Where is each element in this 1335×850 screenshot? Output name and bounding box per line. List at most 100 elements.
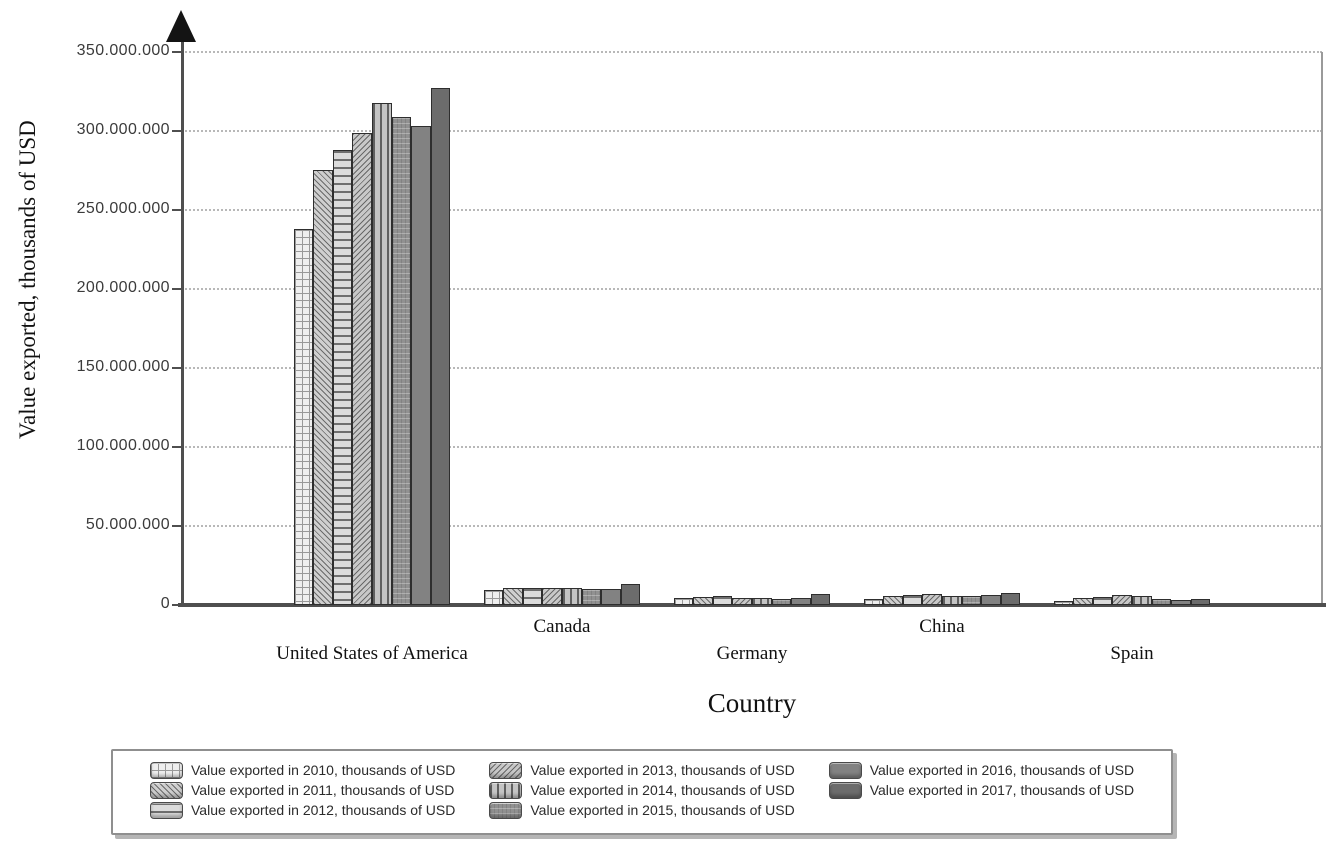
legend-item: Value exported in 2017, thousands of USD — [828, 780, 1135, 800]
plot-area: 0 50.000.000 100.000.000 150.000.000 200.000… — [76, 10, 1326, 664]
gridline — [182, 130, 1322, 132]
bar — [581, 589, 602, 605]
y-tick-label: 100.000.000 — [76, 437, 170, 454]
legend-swatch-icon — [828, 781, 862, 799]
legend-swatch-icon — [489, 781, 523, 799]
bar — [732, 598, 752, 605]
bar — [620, 584, 641, 605]
legend-swatch-icon — [489, 801, 523, 819]
bar — [430, 88, 451, 605]
bar — [352, 133, 372, 605]
y-tick-mark — [172, 51, 182, 53]
bar — [332, 150, 353, 605]
legend-item: Value exported in 2016, thousands of USD — [828, 760, 1135, 780]
gridline — [182, 525, 1322, 527]
bar — [503, 588, 523, 605]
legend-label: Value exported in 2016, thousands of USD — [869, 762, 1135, 778]
bar — [961, 596, 982, 605]
legend-swatch-icon — [150, 761, 183, 779]
gridline — [182, 367, 1322, 369]
y-tick-label: 0 — [160, 595, 170, 612]
y-tick-label: 150.000.000 — [76, 358, 170, 375]
legend-item: Value exported in 2011, thousands of USD — [150, 780, 455, 800]
bar — [562, 588, 582, 605]
bar — [673, 598, 694, 605]
bar — [411, 126, 431, 605]
bar — [883, 596, 903, 605]
bar — [712, 596, 733, 605]
gridline — [182, 288, 1322, 290]
y-tick-mark — [172, 130, 182, 132]
legend-swatch-icon — [150, 781, 183, 799]
bar — [1000, 593, 1021, 605]
bar — [1053, 601, 1074, 605]
legend-label: Value exported in 2015, thousands of USD — [530, 802, 795, 818]
bar — [863, 599, 884, 605]
category-label: United States of America — [276, 643, 468, 664]
y-tick-label: 250.000.000 — [76, 200, 170, 217]
bar — [313, 170, 333, 605]
bar — [791, 598, 811, 605]
gridline — [182, 209, 1322, 211]
y-tick-mark — [172, 288, 182, 290]
legend-swatch-icon — [489, 761, 523, 779]
y-tick-label: 50.000.000 — [85, 516, 170, 533]
bar — [1112, 595, 1132, 605]
legend-label: Value exported in 2017, thousands of USD — [869, 782, 1135, 798]
legend-label: Value exported in 2010, thousands of USD — [191, 762, 456, 778]
bar — [693, 597, 713, 605]
y-axis-line — [181, 36, 184, 607]
gridline — [182, 51, 1322, 53]
bar — [293, 229, 314, 605]
bar — [542, 588, 562, 605]
legend-swatch-icon — [150, 801, 183, 819]
y-tick-mark — [172, 525, 182, 527]
category-label: China — [919, 616, 965, 637]
legend-item: Value exported in 2015, thousands of USD — [489, 800, 795, 820]
category-label: Spain — [1110, 643, 1154, 664]
legend-item: Value exported in 2012, thousands of USD — [150, 800, 455, 820]
y-tick-mark — [172, 367, 182, 369]
legend-item: Value exported in 2013, thousands of USD — [489, 760, 795, 780]
bar — [1190, 599, 1211, 605]
category-label: Canada — [533, 616, 591, 637]
bar — [391, 117, 412, 605]
bar — [601, 589, 621, 605]
x-axis-line — [178, 603, 1326, 607]
bar — [1092, 597, 1113, 605]
bar — [922, 594, 942, 605]
category-label: Germany — [716, 643, 788, 664]
bar — [1132, 596, 1152, 605]
bar — [752, 598, 772, 605]
bar — [1073, 598, 1093, 605]
legend-item: Value exported in 2014, thousands of USD — [489, 780, 795, 800]
legend-label: Value exported in 2012, thousands of USD — [191, 802, 456, 818]
legend-label: Value exported in 2011, thousands of USD — [191, 782, 455, 798]
bar — [771, 599, 792, 605]
plot-right-border — [1321, 52, 1323, 607]
y-axis-arrow-icon — [166, 10, 196, 42]
legend-item: Value exported in 2010, thousands of USD — [150, 760, 455, 780]
bar — [810, 594, 831, 605]
bar — [942, 596, 962, 605]
y-tick-mark — [172, 446, 182, 448]
gridline — [182, 446, 1322, 448]
bar — [372, 103, 392, 605]
legend-swatch-icon — [828, 761, 862, 779]
x-axis-title: Country — [707, 688, 797, 718]
y-tick-label: 350.000.000 — [76, 42, 170, 59]
bar — [522, 588, 543, 605]
bar — [1151, 599, 1172, 605]
bar — [981, 595, 1001, 605]
legend-label: Value exported in 2014, thousands of USD — [530, 782, 795, 798]
bar — [902, 595, 923, 605]
legend-label: Value exported in 2013, thousands of USD — [530, 762, 795, 778]
y-tick-label: 300.000.000 — [76, 121, 170, 138]
y-tick-label: 200.000.000 — [76, 279, 170, 296]
bar — [1171, 600, 1191, 605]
legend: Value exported in 2010, thousands of USD… — [111, 749, 1173, 835]
bar — [483, 590, 504, 605]
y-tick-mark — [172, 604, 182, 606]
y-tick-mark — [172, 209, 182, 211]
